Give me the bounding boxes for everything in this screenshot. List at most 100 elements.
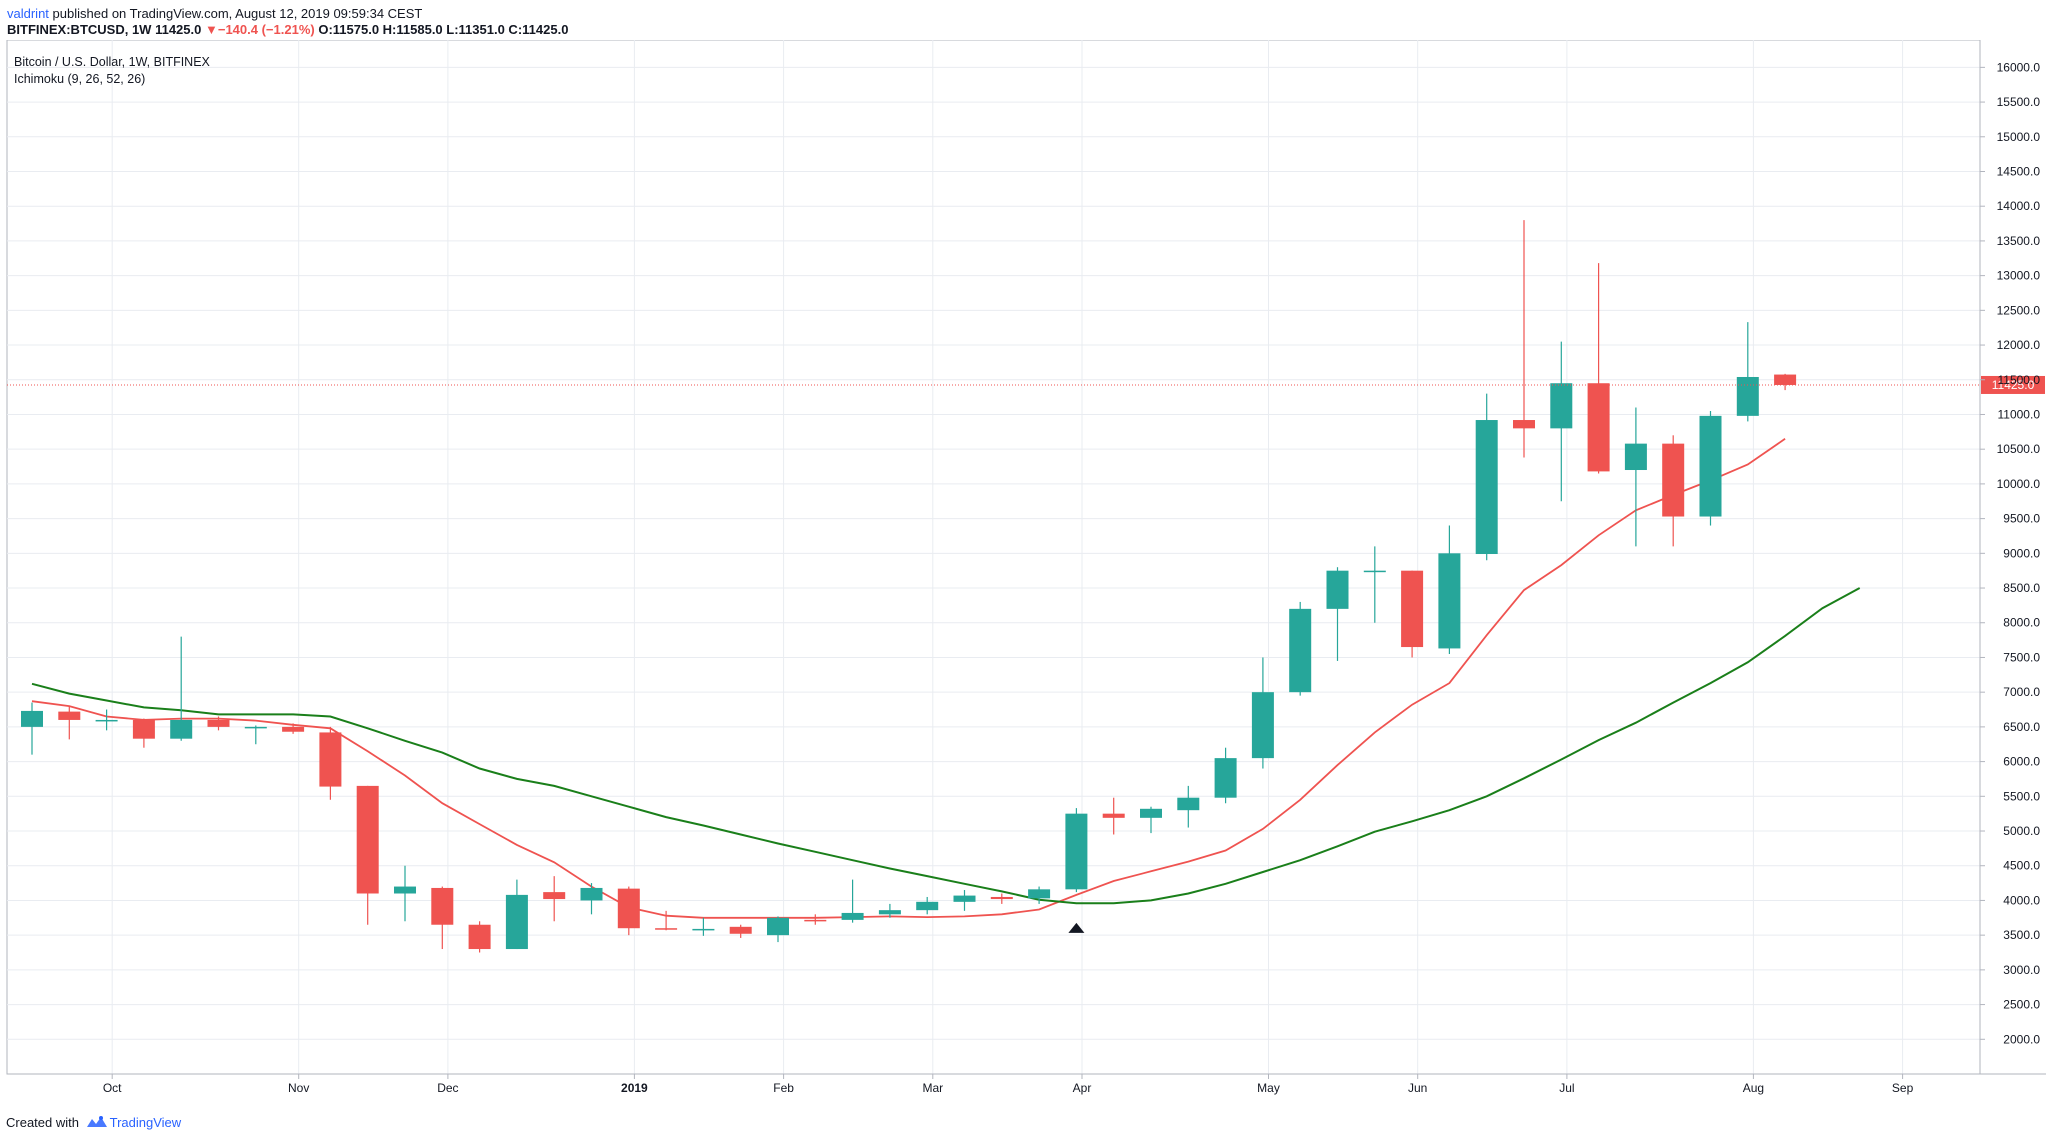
candle[interactable] [170, 636, 193, 741]
candle[interactable] [1401, 570, 1424, 658]
price-axis-label: 7500.0 [2003, 650, 2040, 664]
time-axis-label: Dec [437, 1081, 458, 1095]
time-axis-label: Jun [1408, 1081, 1427, 1095]
tradingview-logo-icon [86, 1115, 108, 1132]
candle[interactable] [1289, 601, 1312, 696]
candle[interactable] [244, 725, 267, 745]
candle[interactable] [1774, 373, 1797, 391]
candle[interactable] [207, 716, 230, 731]
candle[interactable] [1363, 546, 1386, 623]
candle-body [617, 888, 640, 929]
legend-title: Bitcoin / U.S. Dollar, 1W, BITFINEX [14, 55, 210, 69]
candle[interactable] [767, 916, 789, 943]
base-line [31, 587, 1861, 905]
price-axis-label: 16000.0 [1997, 60, 2041, 74]
candle[interactable] [95, 709, 118, 731]
price-chart[interactable]: 11425.0 2000.0 2500.0 3000.0 3500.0 4000.0 45… [0, 40, 2046, 1110]
time-axis-label: Aug [1743, 1081, 1764, 1095]
chart-header: valdrint published on TradingView.com, A… [0, 0, 2046, 40]
candle[interactable] [543, 876, 566, 922]
price-axis-label: 6000.0 [2003, 755, 2040, 769]
candle[interactable] [282, 723, 305, 734]
time-axis-label: 2019 [621, 1081, 648, 1095]
candle[interactable] [1662, 435, 1685, 547]
candle-body [953, 895, 976, 902]
candle[interactable] [1140, 806, 1162, 834]
price-axis-label: 10000.0 [1997, 477, 2041, 491]
candle[interactable] [1438, 525, 1461, 654]
candle-body [505, 894, 528, 950]
tradingview-brand[interactable]: TradingView [109, 1115, 182, 1130]
candle[interactable] [21, 702, 43, 755]
candle-body [692, 928, 715, 931]
time-axis-label: Mar [922, 1081, 943, 1095]
symbol-line: BITFINEX:BTCUSD, 1W [7, 22, 152, 37]
candle-body [1736, 376, 1759, 416]
candle-body [1550, 383, 1573, 429]
candle[interactable] [319, 726, 342, 800]
plot-frame [6, 40, 1981, 1075]
candle[interactable] [1214, 747, 1237, 804]
candle-body [431, 887, 454, 925]
candle[interactable] [1550, 341, 1573, 502]
candle-body [767, 917, 789, 936]
candle[interactable] [1624, 407, 1647, 547]
candle[interactable] [580, 883, 603, 915]
candle[interactable] [1251, 657, 1274, 769]
candle[interactable] [468, 921, 491, 953]
last-price-badge [1981, 375, 2045, 394]
candle[interactable] [692, 917, 715, 936]
candle-body [841, 912, 864, 920]
candle[interactable] [132, 718, 155, 748]
change-text: −140.4 (−1.21%) [217, 22, 315, 37]
candle-body [468, 924, 491, 950]
candle[interactable] [1587, 263, 1610, 474]
candle[interactable] [394, 865, 416, 922]
candle[interactable] [804, 914, 827, 925]
candle-body [1363, 570, 1386, 573]
candle-body [1624, 443, 1647, 471]
candle-body [1587, 383, 1610, 472]
candle[interactable] [431, 886, 454, 950]
candle[interactable] [841, 879, 864, 923]
price-axis-label: 8000.0 [2003, 616, 2040, 630]
candle[interactable] [1065, 808, 1088, 893]
candle-body [207, 719, 230, 727]
candle[interactable] [953, 890, 976, 911]
candle[interactable] [58, 706, 81, 740]
candle-body [1326, 570, 1349, 609]
legend-indicator[interactable]: Ichimoku (9, 26, 52, 26) [14, 72, 146, 86]
candle[interactable] [1177, 785, 1200, 828]
candle-body [394, 886, 416, 894]
candle[interactable] [1475, 393, 1498, 561]
candle[interactable] [729, 924, 752, 938]
candle[interactable] [990, 893, 1013, 904]
candle[interactable] [617, 886, 640, 936]
candle[interactable] [356, 785, 379, 925]
candle-body [1289, 608, 1312, 693]
candle[interactable] [1736, 322, 1759, 422]
price-axis-label: 10500.0 [1997, 442, 2041, 456]
price-axis-label: 11000.0 [1998, 407, 2041, 421]
time-axis-label: Nov [288, 1081, 309, 1095]
candle[interactable] [1513, 220, 1535, 458]
candle[interactable] [1326, 567, 1349, 661]
candle-body [1065, 813, 1088, 890]
publish-info: valdrint published on TradingView.com, A… [7, 6, 422, 21]
price-axis-label: 14000.0 [1997, 199, 2041, 213]
candle[interactable] [655, 910, 678, 931]
candle[interactable] [1102, 797, 1125, 835]
candle[interactable] [1699, 411, 1722, 526]
candle[interactable] [1028, 886, 1051, 904]
candle-body [1177, 797, 1200, 811]
chart-legend: Bitcoin / U.S. Dollar, 1W, BITFINEX Ichi… [14, 54, 210, 88]
price-axis-label: 2500.0 [2003, 998, 2040, 1012]
price-axis-label: 3500.0 [2003, 928, 2040, 942]
author-link[interactable]: valdrint [7, 6, 49, 21]
candle-body [1028, 889, 1051, 899]
candle[interactable] [505, 879, 528, 950]
footer: Created with TradingView [6, 1115, 181, 1132]
candle[interactable] [916, 896, 939, 915]
candle-body [1475, 420, 1498, 555]
candle[interactable] [878, 903, 901, 918]
